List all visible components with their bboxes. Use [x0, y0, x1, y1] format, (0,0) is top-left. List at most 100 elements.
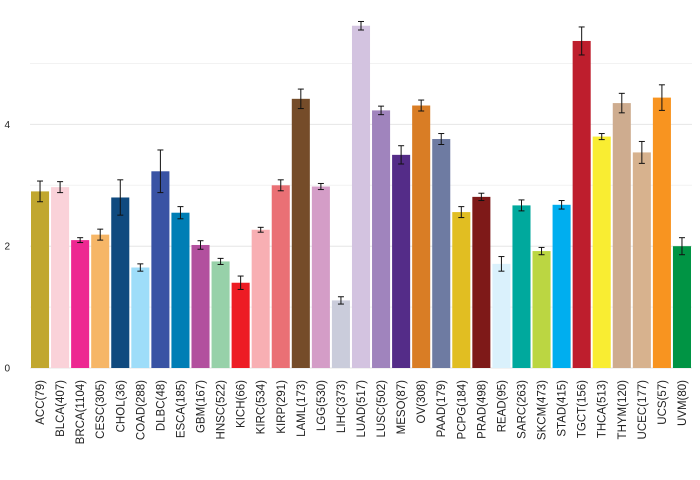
bar: [532, 251, 551, 368]
x-tick-label: KICH(66): [236, 380, 248, 428]
bar: [111, 197, 130, 368]
error-bar: [538, 246, 545, 256]
bar: [251, 229, 270, 368]
bar: [412, 105, 431, 369]
bar: [392, 154, 411, 368]
error-bar: [458, 206, 465, 219]
bar: [632, 152, 651, 368]
x-tick-label: HNSC(522): [216, 380, 228, 440]
bar: [351, 25, 371, 368]
x-tick-label: CHOL(36): [115, 380, 127, 433]
error-bar: [137, 263, 144, 272]
x-tick-label: ACC(79): [35, 380, 47, 425]
x-axis-labels: ACC(79) BLCA(407) BRCA(1104) CESC(305) CHOL(…: [35, 380, 689, 445]
y-tick-label: 2: [4, 242, 10, 253]
error-bar: [498, 256, 505, 272]
error-bar: [658, 84, 665, 111]
bar: [672, 246, 691, 368]
error-bar: [438, 133, 445, 145]
error-bar: [578, 26, 585, 56]
x-tick-label: DLBC(48): [155, 380, 167, 431]
bar: [171, 212, 190, 368]
bar: [271, 185, 290, 368]
x-tick-label: ESCA(185): [175, 380, 187, 438]
bar: [151, 171, 170, 368]
error-bar: [57, 181, 64, 194]
bar: [512, 205, 531, 368]
x-tick-label: UCS(57): [657, 380, 669, 425]
error-bar: [398, 145, 405, 165]
x-tick-label: PCPG(184): [456, 380, 468, 440]
error-bar: [558, 200, 565, 210]
x-tick-label: LUSC(502): [376, 380, 388, 438]
error-bar: [317, 182, 324, 191]
y-axis-ticks: 0 2 4: [4, 120, 10, 375]
error-bar: [418, 99, 425, 112]
error-bar: [598, 133, 605, 141]
bars: [31, 25, 691, 369]
error-bar: [97, 228, 104, 241]
x-tick-label: MESO(87): [396, 380, 408, 434]
x-tick-label: COAD(288): [135, 380, 147, 440]
y-tick-label: 0: [4, 364, 10, 375]
x-tick-label: LAML(173): [296, 380, 308, 437]
error-bar: [678, 237, 685, 256]
x-tick-label: READ(95): [496, 380, 508, 433]
x-tick-label: LGG(530): [316, 380, 328, 431]
y-tick-label: 4: [4, 120, 10, 131]
bar: [91, 234, 110, 368]
x-tick-label: THYM(120): [617, 380, 629, 440]
bar: [612, 103, 631, 369]
x-tick-label: PAAD(179): [436, 380, 448, 437]
error-bar: [337, 296, 344, 305]
error-bar: [157, 149, 164, 194]
error-bar: [217, 257, 224, 265]
bar: [372, 110, 391, 368]
error-bar: [378, 105, 385, 116]
bar: [492, 263, 511, 368]
x-tick-label: GBM(167): [196, 380, 208, 433]
x-tick-label: BRCA(1104): [75, 380, 87, 445]
error-bar: [297, 88, 304, 110]
x-tick-label: KIRC(534): [256, 380, 268, 434]
bar: [331, 300, 350, 368]
x-tick-label: OV(308): [416, 380, 428, 424]
bar: [291, 98, 310, 369]
bar: [432, 139, 451, 368]
x-tick-label: THCA(513): [597, 380, 609, 438]
x-tick-label: BLCA(407): [55, 380, 67, 437]
x-tick-label: PRAD(498): [476, 380, 488, 439]
x-tick-label: UVM(80): [677, 380, 689, 426]
bar: [652, 97, 671, 368]
bar: [231, 282, 250, 368]
bar: [552, 204, 571, 368]
error-bar: [117, 179, 124, 216]
bar: [31, 191, 50, 368]
error-bar: [77, 237, 84, 244]
error-bar: [37, 180, 44, 203]
bar: [311, 186, 330, 368]
error-bar: [618, 92, 625, 114]
x-tick-label: UCEC(177): [637, 380, 649, 440]
x-tick-label: LUAD(517): [356, 380, 368, 438]
error-bar: [518, 199, 525, 212]
x-tick-label: CESC(305): [95, 380, 107, 439]
error-bar: [177, 206, 184, 220]
error-bar: [478, 192, 485, 202]
bar: [572, 40, 591, 368]
bar: [191, 244, 210, 368]
x-tick-label: STAD(415): [557, 380, 569, 437]
bar: [592, 136, 611, 368]
bar: [472, 196, 491, 368]
x-tick-label: TGCT(156): [577, 380, 589, 438]
error-bars: [37, 20, 685, 305]
error-bar: [358, 20, 364, 31]
error-bar: [638, 140, 645, 164]
bar: [452, 212, 471, 368]
x-tick-label: KIRP(291): [276, 380, 288, 434]
error-bar: [257, 226, 264, 233]
error-bar: [277, 179, 284, 192]
x-tick-label: SARC(263): [516, 380, 528, 439]
bar: [51, 187, 70, 368]
